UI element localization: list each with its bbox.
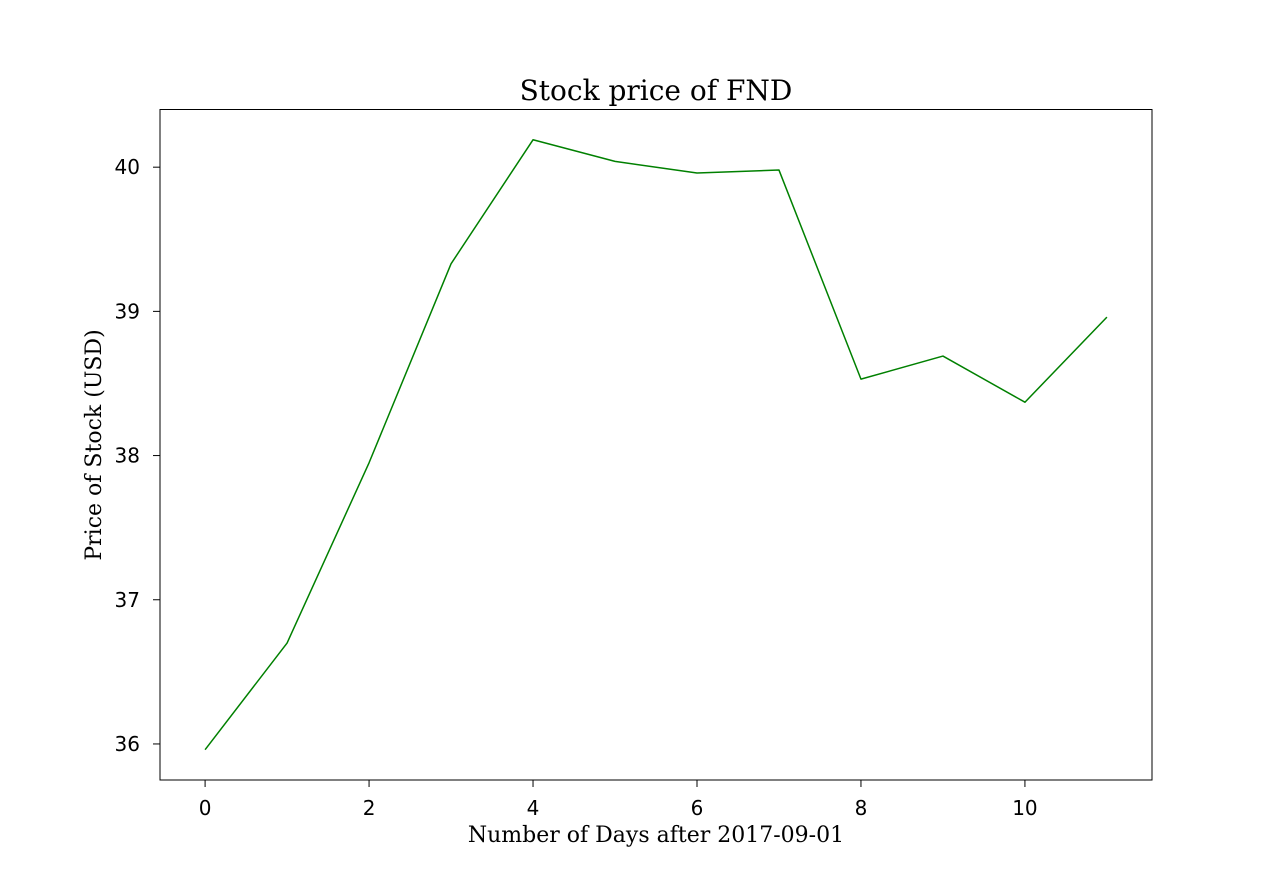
x-tick-label: 10 (1012, 796, 1037, 820)
x-tick-label: 8 (855, 796, 868, 820)
y-axis-label: Price of Stock (USD) (82, 329, 107, 560)
x-tick-label: 6 (691, 796, 704, 820)
x-tick-label: 2 (363, 796, 376, 820)
y-tick-label: 37 (115, 588, 140, 612)
x-tick-label: 4 (527, 796, 540, 820)
plot-area (159, 109, 1153, 781)
y-axis: 36 37 38 39 40 (115, 155, 160, 756)
y-tick-label: 38 (115, 444, 140, 468)
y-tick-label: 36 (115, 732, 140, 756)
chart-title: Stock price of FND (520, 74, 793, 107)
y-tick-label: 39 (115, 299, 140, 323)
x-tick-label: 0 (199, 796, 212, 820)
series-layer (204, 139, 1108, 751)
y-tick-label: 40 (115, 155, 140, 179)
x-axis: 0 2 4 6 8 10 (199, 780, 1038, 820)
x-axis-label: Number of Days after 2017-09-01 (468, 823, 844, 848)
series-line (204, 139, 1108, 751)
